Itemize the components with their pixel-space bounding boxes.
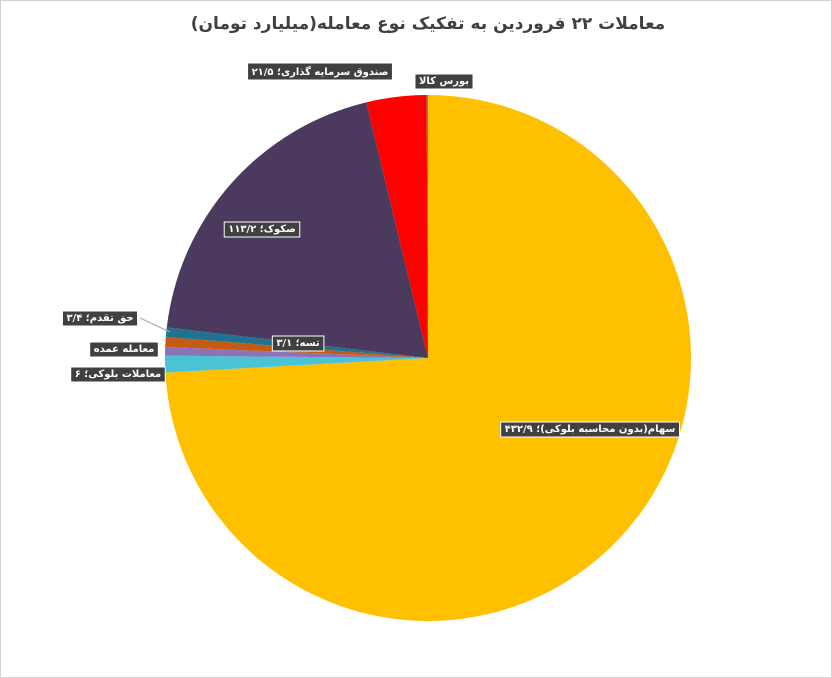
label-box	[89, 341, 159, 358]
pie-slice	[165, 355, 428, 373]
pie-slice	[165, 95, 692, 621]
data-label: سهام(بدون محاسبه بلوکی)؛ ۴۳۲/۹	[505, 424, 676, 435]
pie-slice	[165, 346, 428, 358]
pie-slice	[366, 95, 428, 358]
label-box	[247, 62, 393, 81]
data-label: معاملات بلوکی؛ ۶	[75, 369, 162, 380]
data-label: تسه؛ ۳/۱	[276, 338, 320, 349]
label-box	[70, 366, 166, 383]
leader-line	[139, 317, 171, 333]
label-box	[61, 310, 139, 327]
label-box	[223, 221, 301, 238]
data-label: بورس کالا	[419, 76, 469, 87]
chart-title: معاملات ۲۲ فروردین به تفکیک نوع معامله(م…	[191, 14, 665, 34]
pie-slice	[426, 95, 428, 358]
data-label: حق تقدم؛ ۳/۴	[66, 313, 133, 324]
label-box	[271, 335, 325, 352]
label-box	[414, 73, 474, 90]
labels: سهام(بدون محاسبه بلوکی)؛ ۴۳۲/۹ معاملات بل…	[61, 62, 680, 438]
data-label: صکوک؛ ۱۱۳/۲	[228, 224, 296, 235]
slices	[165, 95, 692, 621]
data-label: صندوق سرمایه گذاری؛ ۲۱/۵	[252, 65, 389, 78]
label-box	[500, 421, 680, 438]
data-label: معامله عمده	[94, 344, 155, 355]
